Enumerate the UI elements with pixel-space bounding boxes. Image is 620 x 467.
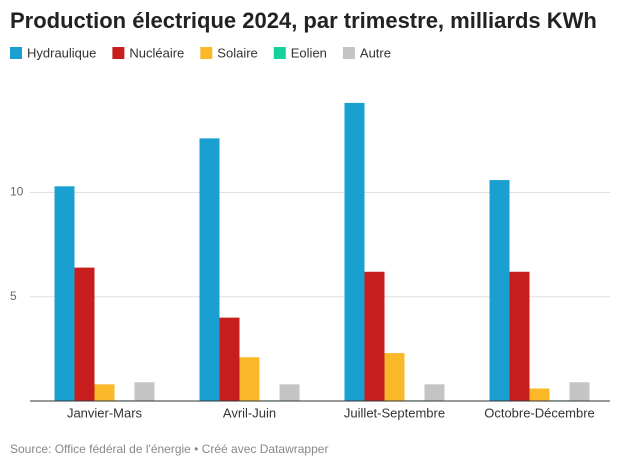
y-tick-label: 10 — [10, 185, 24, 199]
bar — [569, 382, 590, 401]
chart-title: Production électrique 2024, par trimestr… — [10, 8, 597, 33]
bar — [344, 102, 365, 401]
bar — [364, 271, 385, 401]
legend-label: Nucléaire — [129, 45, 184, 60]
bar — [384, 353, 405, 401]
legend-label: Autre — [360, 45, 391, 60]
y-tick-label: 5 — [10, 289, 17, 303]
x-tick-label: Juillet-Septembre — [344, 405, 445, 420]
bar — [489, 180, 510, 401]
source: Source: Office fédéral de l'énergie • Cr… — [10, 442, 328, 456]
bar — [239, 357, 260, 401]
x-tick-label: Avril-Juin — [223, 405, 276, 420]
bar — [94, 384, 115, 401]
legend-swatch — [10, 47, 22, 59]
legend-swatch — [200, 47, 213, 59]
legend-swatch — [273, 47, 286, 59]
legend-label: Solaire — [217, 45, 257, 60]
bar — [529, 388, 550, 401]
bar — [134, 382, 155, 401]
legend-swatch — [342, 47, 355, 59]
legend-label: Eolien — [291, 45, 327, 60]
legend-swatch — [112, 47, 125, 59]
legend-label: Hydraulique — [27, 45, 96, 60]
bar — [199, 138, 220, 401]
bar — [279, 384, 300, 401]
bar — [509, 271, 530, 401]
bar — [74, 267, 95, 401]
bar — [54, 186, 75, 401]
x-tick-label: Octobre-Décembre — [484, 405, 595, 420]
x-tick-label: Janvier-Mars — [67, 405, 143, 420]
bar — [219, 317, 240, 401]
bar — [424, 384, 445, 401]
